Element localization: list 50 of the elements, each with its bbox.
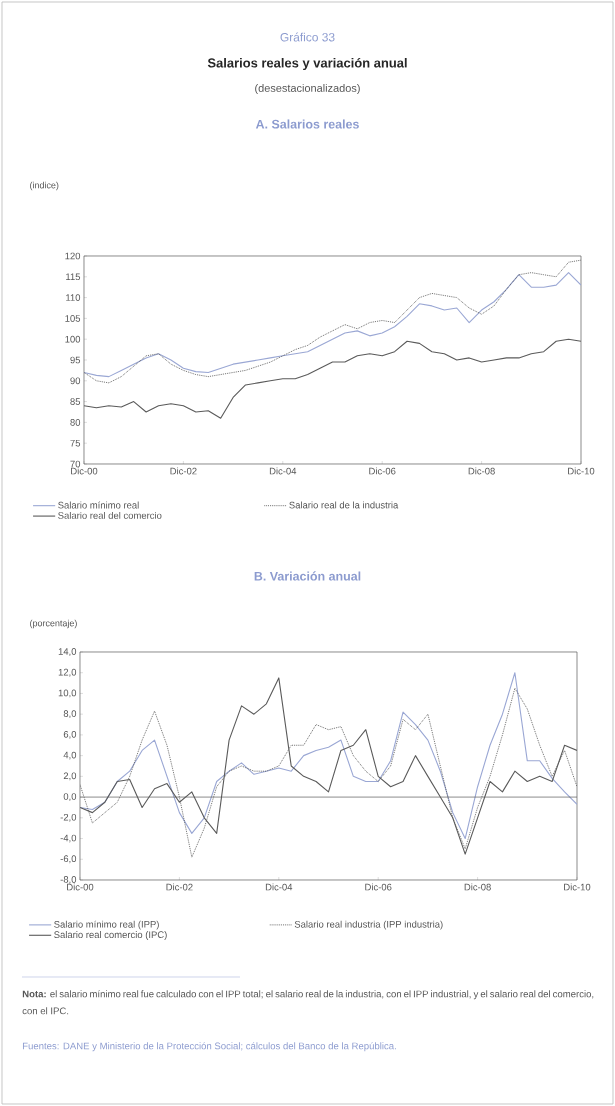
- y-tick-label: 115: [66, 273, 81, 281]
- x-tick-label: Dic-06: [369, 467, 396, 475]
- source-note: Fuentes: DANE y Ministerio de la Protección Social; cálculos del Banco de la República.: [22, 1042, 396, 1052]
- legend-label: Salario real industria (IPP industria): [294, 920, 443, 930]
- x-tick-label: Dic-00: [67, 883, 94, 891]
- y-tick-label: 10,0: [58, 689, 77, 698]
- y-tick-label: 8,0: [63, 710, 77, 719]
- y-tick-label: -2,0: [60, 813, 77, 822]
- x-tick-label: Dic-08: [468, 467, 495, 475]
- y-tick-label: 4,0: [63, 751, 77, 760]
- text: Gráfico 33: [280, 32, 335, 42]
- x-tick-label: Dic-00: [71, 467, 98, 475]
- x-tick-label: Dic-04: [269, 467, 297, 475]
- y-tick-label: 120: [65, 252, 81, 260]
- y-tick-label: 80: [70, 419, 81, 426]
- y-tick-label: 0,0: [63, 793, 77, 801]
- y-tick-label: 105: [65, 315, 81, 322]
- y-tick-label: -8,0: [60, 876, 77, 884]
- y-tick-label: 2,0: [63, 772, 77, 781]
- y-tick-label: 6,0: [63, 730, 77, 739]
- y-tick-label: -4,0: [60, 834, 77, 843]
- y-tick-label: 100: [65, 335, 81, 343]
- legend-label: Salario real del comercio: [58, 511, 162, 519]
- y-tick-label: -6,0: [60, 855, 77, 864]
- y-tick-label: 85: [70, 398, 81, 405]
- x-tick-label: Dic-02: [166, 883, 193, 891]
- y-axis-title: (indice): [30, 181, 59, 191]
- y-tick-label: 12,0: [58, 668, 77, 677]
- y-tick-label: 95: [70, 356, 81, 364]
- x-tick-label: Dic-10: [564, 883, 591, 891]
- chart-title: A. Salarios reales: [255, 119, 359, 129]
- legend-label: Salario real de la industria: [289, 501, 399, 509]
- x-tick-label: Dic-04: [265, 883, 293, 891]
- text: (desestacionalizados): [255, 83, 360, 95]
- legend-label: Salario mínimo real (IPP): [54, 920, 159, 930]
- x-tick-label: Dic-08: [464, 883, 491, 891]
- x-tick-label: Dic-02: [170, 467, 197, 475]
- chart-title: B. Variación anual: [254, 571, 361, 581]
- x-tick-label: Dic-10: [568, 467, 595, 475]
- legend-label: Salario real comercio (IPC): [54, 931, 167, 940]
- x-tick-label: Dic-06: [365, 883, 392, 891]
- y-tick-label: 70: [70, 460, 81, 468]
- y-tick-label: 90: [70, 377, 81, 385]
- y-axis-title: (porcentaje): [30, 619, 77, 629]
- legend-label: Salario mínimo real: [58, 501, 139, 509]
- y-tick-label: 110: [66, 294, 81, 301]
- text: Salarios reales y variación anual: [207, 57, 407, 71]
- text: Nota: el salario mínimo real fue calculado con el IPP total; el salario real de la industria, con el IPP industrial, y el salario real del comercio, con el IPC.: [22, 990, 594, 1015]
- y-tick-label: 14,0: [58, 648, 77, 656]
- y-tick-label: 75: [70, 439, 81, 447]
